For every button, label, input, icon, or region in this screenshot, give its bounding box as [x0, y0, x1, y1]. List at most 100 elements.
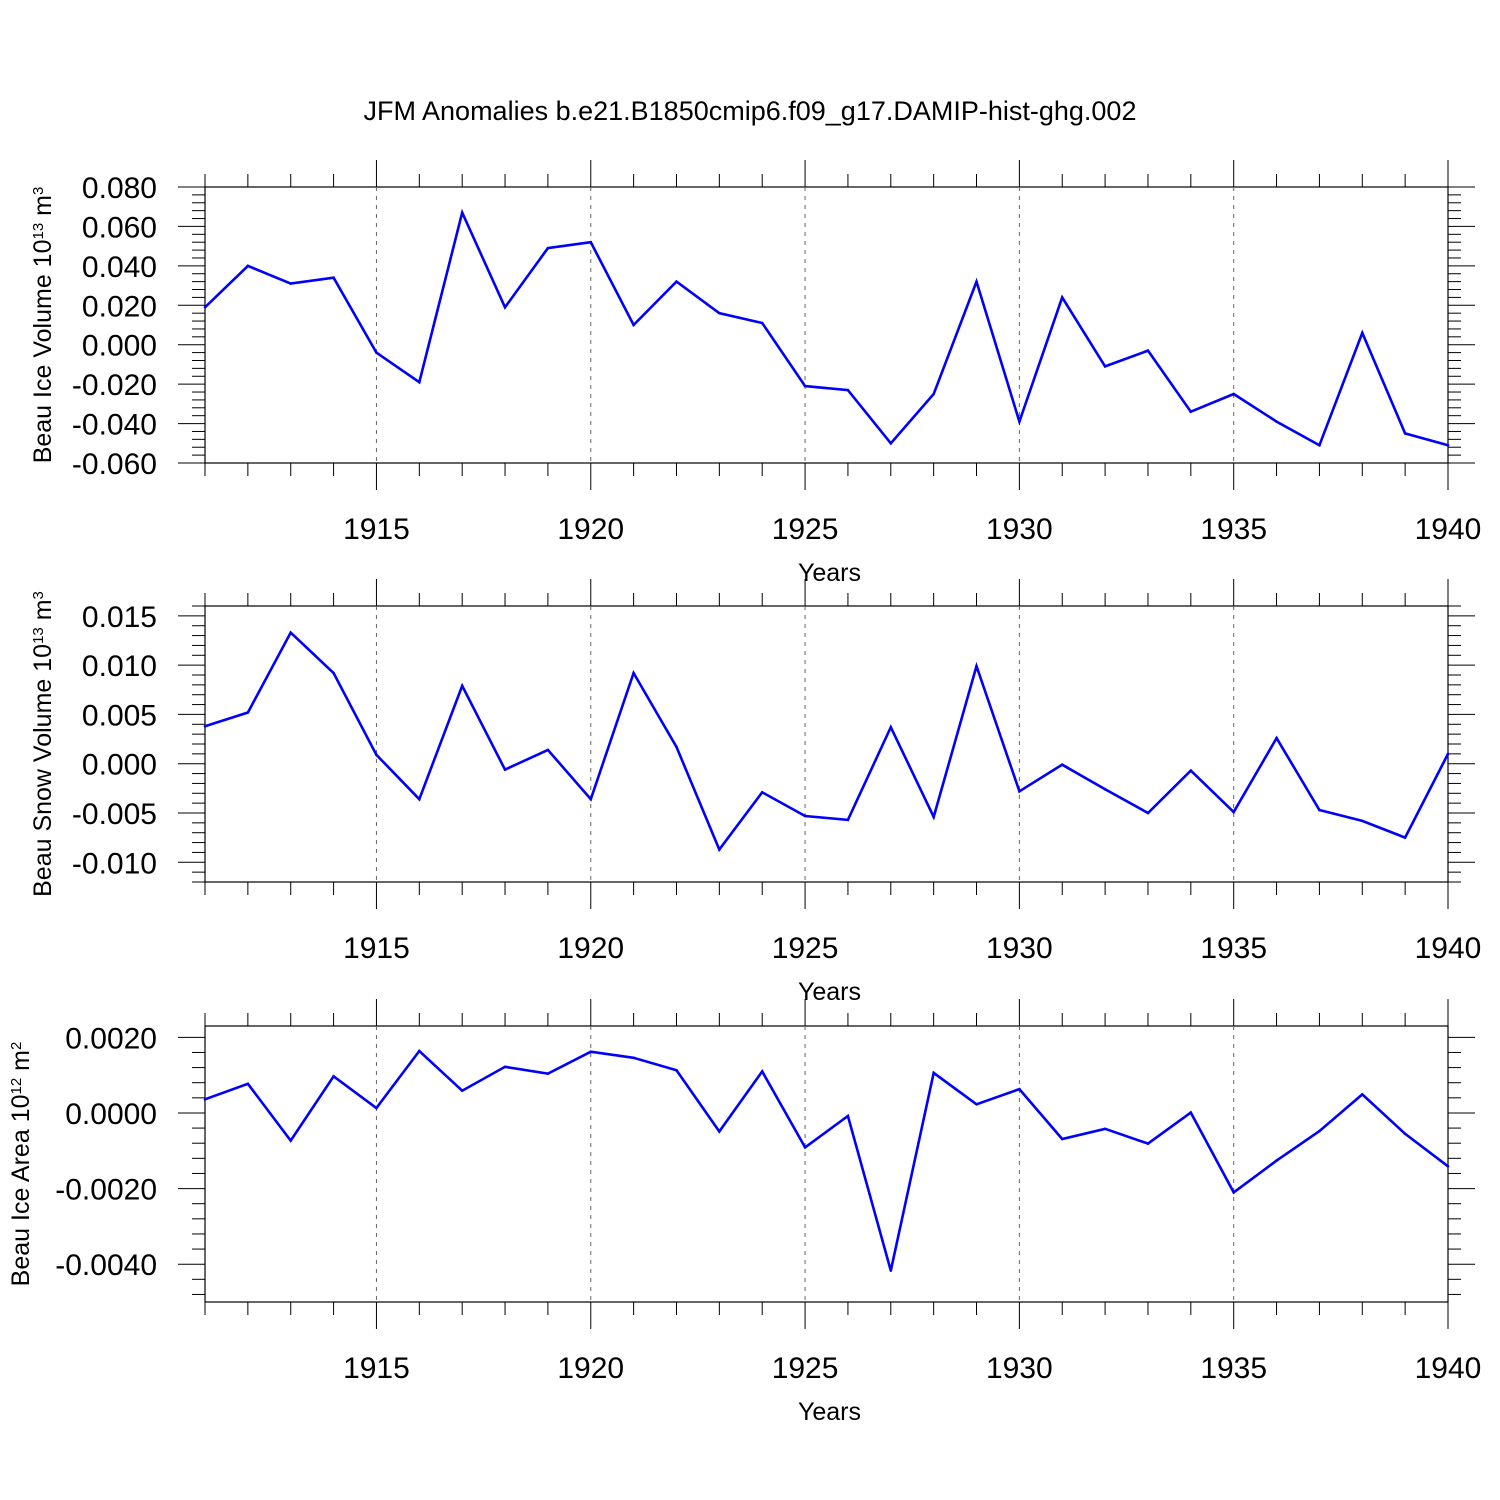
x-tick-label: 1925: [772, 513, 839, 546]
data-point: [503, 768, 507, 771]
y-tick-label: 0.080: [82, 172, 157, 205]
data-point: [889, 725, 893, 729]
y-tick-label: 0.015: [82, 601, 157, 634]
data-point: [418, 380, 421, 384]
y-axis-label: Beau Ice Volume 1013 m3: [29, 187, 57, 464]
data-point: [289, 1139, 293, 1142]
data-point: [803, 384, 807, 388]
panel-1: 1915 1920 1925 1930 1935 1940 Years 0.080 0.060 0…: [29, 160, 1481, 587]
data-point: [1146, 811, 1150, 815]
data-point: [1360, 331, 1364, 335]
x-tick-label: 1930: [986, 932, 1053, 965]
data-point: [1446, 752, 1450, 756]
x-tick-label: 1930: [986, 1352, 1053, 1385]
y-tick-label: -0.010: [72, 847, 157, 880]
data-point: [760, 321, 764, 325]
data-point: [1018, 1087, 1021, 1091]
y-tick-label: -0.0040: [55, 1249, 157, 1282]
plot-frame: [204, 186, 1449, 464]
y-tick-label: 0.040: [82, 251, 157, 284]
data-point: [975, 1102, 978, 1106]
data-point: [1275, 1159, 1278, 1162]
y-tick-label: -0.060: [72, 448, 157, 481]
data-point: [632, 323, 635, 327]
figure-title: JFM Anomalies b.e21.B1850cmip6.f09_g17.D…: [363, 96, 1137, 126]
data-point: [846, 1114, 850, 1118]
data-point: [332, 671, 335, 675]
series-line: [204, 1049, 1449, 1271]
x-tick-label: 1920: [557, 513, 624, 546]
data-point: [1189, 1111, 1193, 1114]
data-point: [932, 392, 935, 396]
data-point: [375, 753, 378, 757]
data-point: [632, 1056, 635, 1060]
y-tick-label: 0.0020: [65, 1022, 157, 1055]
data-point: [246, 711, 250, 714]
x-tick-label: 1915: [343, 1352, 410, 1385]
data-point: [1232, 392, 1235, 396]
x-axis-label: Years: [798, 559, 861, 587]
x-tick-label: 1920: [557, 1352, 624, 1385]
plot-frame: [204, 1025, 1449, 1303]
data-point: [1446, 1164, 1450, 1168]
data-point: [632, 671, 635, 675]
y-tick-label: 0.0000: [65, 1098, 157, 1131]
data-point: [760, 791, 764, 794]
data-point: [1060, 296, 1064, 299]
data-point: [846, 388, 850, 392]
data-point: [418, 1049, 421, 1053]
data-point: [1403, 432, 1407, 435]
x-tick-label: 1940: [1415, 932, 1482, 965]
data-point: [932, 815, 935, 819]
data-point: [1232, 1191, 1235, 1194]
y-tick-label: -0.020: [72, 369, 157, 402]
data-point: [1446, 443, 1450, 447]
data-point: [289, 282, 293, 285]
data-point: [546, 1072, 550, 1075]
data-point: [675, 280, 678, 283]
data-point: [332, 276, 335, 279]
y-tick-label: 0.000: [82, 330, 157, 363]
data-point: [1318, 808, 1321, 812]
data-point: [1103, 788, 1107, 791]
data-point: [1232, 810, 1235, 814]
x-tick-label: 1925: [772, 1352, 839, 1385]
data-point: [803, 814, 807, 818]
data-point: [1103, 1127, 1107, 1131]
data-point: [675, 1068, 678, 1072]
x-tick-label: 1935: [1200, 513, 1267, 546]
data-point: [889, 441, 893, 445]
y-tick-label: 0.020: [82, 290, 157, 323]
y-axis-label: Beau Snow Volume 1013 m3: [29, 591, 57, 897]
x-tick-label: 1935: [1200, 932, 1267, 965]
series-line: [204, 630, 1450, 853]
data-point: [1146, 1142, 1150, 1145]
data-point: [1060, 1137, 1064, 1141]
data-point: [846, 818, 850, 822]
data-point: [460, 211, 464, 214]
data-point: [332, 1074, 335, 1078]
data-point: [460, 684, 464, 688]
data-point: [675, 745, 678, 749]
data-point: [803, 1146, 807, 1149]
data-point: [718, 848, 721, 851]
plot-frame: [204, 605, 1449, 883]
data-point: [1018, 790, 1021, 793]
data-point: [718, 1130, 721, 1133]
x-tick-label: 1915: [343, 932, 410, 965]
data-point: [203, 1098, 207, 1101]
data-point: [718, 311, 721, 315]
x-axis-label: Years: [798, 1398, 861, 1426]
data-point: [246, 264, 250, 268]
data-point: [589, 1050, 593, 1054]
y-tick-label: -0.005: [72, 798, 157, 831]
data-point: [1275, 420, 1278, 423]
data-point: [1360, 819, 1364, 823]
data-point: [975, 280, 978, 283]
data-point: [760, 1070, 764, 1073]
data-point: [1103, 365, 1107, 368]
x-tick-label: 1940: [1415, 1352, 1482, 1385]
y-tick-label: -0.0020: [55, 1174, 157, 1207]
x-tick-label: 1920: [557, 932, 624, 965]
data-point: [460, 1089, 464, 1092]
